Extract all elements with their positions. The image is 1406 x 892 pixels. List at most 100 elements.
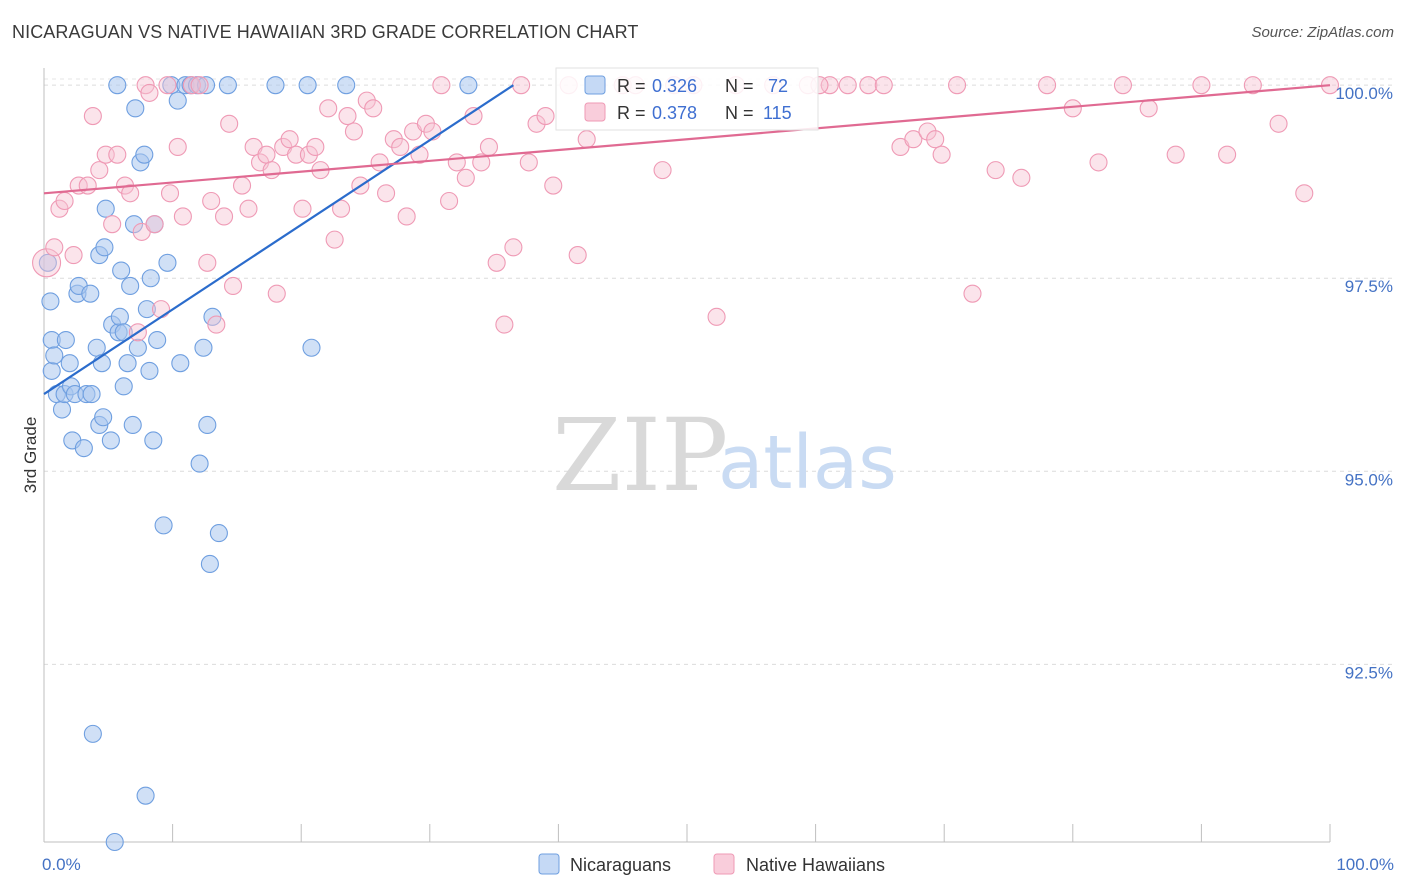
legend-n-value-native-hawaiians: 115 [763,103,792,123]
point-native-hawaiians-74 [519,153,538,172]
point-native-hawaiians-21 [160,184,180,203]
point-native-hawaiians-99 [926,130,945,149]
point-native-hawaiians-80 [577,130,596,149]
point-native-hawaiians-110 [1166,145,1185,164]
tick-labels: 100.0% 97.5% 95.0% 92.5% 0.0% 100.0% [42,84,1394,874]
point-native-hawaiians-73 [512,76,531,95]
point-nicaraguans-17 [81,284,100,303]
point-native-hawaiians-79 [568,246,587,265]
point-nicaraguans-33 [114,377,133,396]
point-nicaraguans-66 [108,76,127,95]
point-native-hawaiians-47 [325,230,344,249]
legend-swatch-bottom-native-hawaiians [713,853,735,875]
point-nicaraguans-35 [118,354,137,373]
point-nicaraguans-50 [154,516,173,535]
point-nicaraguans-60 [196,76,216,95]
point-nicaraguans-18 [82,385,101,404]
point-native-hawaiians-112 [1218,145,1237,164]
point-native-hawaiians-38 [267,284,286,303]
point-nicaraguans-2 [42,361,61,380]
point-nicaraguans-25 [95,238,114,257]
x-tick-label-0: 0.0% [42,855,81,874]
point-native-hawaiians-18 [145,215,164,234]
point-nicaraguans-0 [38,253,57,272]
point-nicaraguans-58 [190,454,209,473]
source-label: Source: ZipAtlas.com [1251,24,1394,41]
legend-r-label-nicaraguans: R = [617,76,646,96]
point-nicaraguans-65 [218,76,237,95]
point-native-hawaiians-36 [257,145,276,164]
point-nicaraguans-42 [135,145,154,164]
point-nicaraguans-19 [83,724,102,743]
data-points [32,76,1340,852]
point-native-hawaiians-83 [653,161,672,180]
point-native-hawaiians-103 [986,161,1005,180]
point-nicaraguans-20 [87,338,106,357]
point-nicaraguans-9 [60,354,79,373]
point-native-hawaiians-17 [140,83,159,102]
watermark-zip: ZIP [552,397,728,514]
point-native-hawaiians-64 [440,191,459,211]
legend-swatch-native-hawaiians [584,102,606,122]
chart-title: NICARAGUAN VS NATIVE HAWAIIAN 3RD GRADE … [12,22,639,42]
point-nicaraguans-29 [105,832,124,852]
point-nicaraguans-54 [171,354,190,373]
point-native-hawaiians-6 [78,176,97,195]
point-native-hawaiians-53 [364,99,383,118]
point-nicaraguans-47 [144,431,163,450]
point-native-hawaiians-109 [1139,99,1158,118]
legend-n-label-nicaraguans: N = [725,76,754,96]
point-nicaraguans-6 [52,400,72,419]
legend-r-value-native-hawaiians: 0.378 [652,103,697,123]
point-nicaraguans-64 [209,524,228,543]
point-nicaraguans-49 [148,330,167,350]
point-native-hawaiians-63 [432,76,451,95]
point-nicaraguans-32 [112,261,131,280]
axes [43,68,1331,843]
point-native-hawaiians-98 [918,122,937,141]
legend-swatch-nicaraguans [584,75,606,95]
legend-label-nicaraguans: Nicaraguans [570,855,671,875]
point-native-hawaiians-27 [202,191,221,211]
point-native-hawaiians-87 [707,307,726,326]
point-native-hawaiians-41 [287,145,306,164]
point-nicaraguans-4 [45,346,64,365]
point-native-hawaiians-72 [504,238,523,257]
point-nicaraguans-53 [168,91,187,110]
point-native-hawaiians-97 [904,130,923,149]
point-native-hawaiians-107 [1089,153,1108,172]
point-native-hawaiians-13 [121,184,140,203]
point-native-hawaiians-102 [963,284,982,303]
point-nicaraguans-62 [200,554,219,574]
legend-label-native-hawaiians: Native Hawaiians [746,855,885,875]
point-native-hawaiians-57 [391,137,410,157]
point-native-hawaiians-69 [479,137,499,157]
point-nicaraguans-70 [337,76,356,95]
point-native-hawaiians-104 [1012,168,1031,187]
point-nicaraguans-31 [110,307,129,326]
point-native-hawaiians-93 [838,76,857,95]
point-nicaraguans-15 [74,439,93,458]
point-native-hawaiians-71 [495,315,514,334]
point-native-hawaiians-24 [182,76,201,95]
point-nicaraguans-46 [141,269,160,288]
trend-line-nicaraguans [43,84,514,395]
point-native-hawaiians-4 [64,246,83,265]
point-native-hawaiians-114 [1269,114,1288,133]
point-native-hawaiians-37 [262,161,281,180]
y-tick-label-1: 97.5% [1345,277,1393,296]
y-tick-label-0: 100.0% [1335,84,1393,103]
point-native-hawaiians-115 [1295,184,1314,203]
point-native-hawaiians-105 [1038,76,1057,95]
point-native-hawaiians-76 [536,107,555,126]
point-native-hawaiians-94 [859,76,878,95]
legend-n-label-native-hawaiians: N = [725,103,754,123]
point-native-hawaiians-28 [207,315,226,334]
point-nicaraguans-37 [123,415,142,435]
point-nicaraguans-61 [198,415,217,435]
point-nicaraguans-26 [96,199,115,218]
point-native-hawaiians-49 [338,107,357,126]
point-native-hawaiians-10 [103,215,122,234]
grid-lines [44,78,1392,665]
